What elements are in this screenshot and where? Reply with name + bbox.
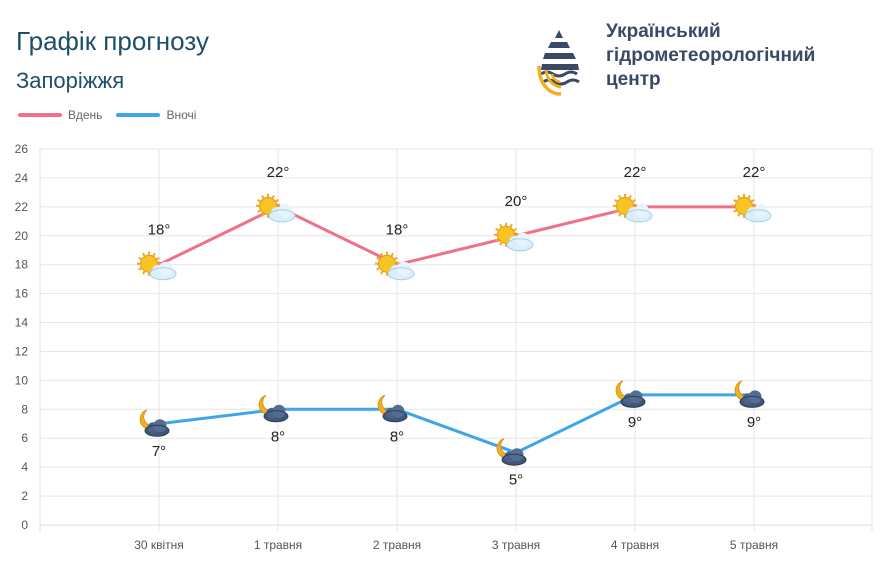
night-data-label: 9° xyxy=(628,414,642,431)
moon-cloud-icon xyxy=(496,438,527,466)
y-tick-label: 22 xyxy=(15,200,29,214)
legend-swatch-night xyxy=(116,113,161,117)
day-data-label: 18° xyxy=(386,222,409,239)
legend-label-day: Вдень xyxy=(68,108,103,122)
day-data-label: 22° xyxy=(743,164,766,181)
y-tick-label: 26 xyxy=(15,142,29,156)
night-data-label: 7° xyxy=(152,443,166,460)
sun-cloud-icon xyxy=(732,193,772,223)
legend-item-night[interactable]: Вночі xyxy=(116,108,196,122)
legend-label-night: Вночі xyxy=(166,108,197,122)
moon-cloud-icon xyxy=(734,380,765,408)
y-tick-label: 12 xyxy=(15,344,29,358)
x-tick-label: 1 травня xyxy=(254,538,302,552)
y-tick-label: 8 xyxy=(21,402,28,416)
legend-swatch-day xyxy=(18,113,62,117)
x-tick-label: 3 травня xyxy=(492,538,540,552)
chart-title: Графік прогнозу xyxy=(16,26,209,56)
y-tick-label: 16 xyxy=(15,287,29,301)
x-tick-label: 5 травня xyxy=(730,538,778,552)
night-series-line xyxy=(158,393,754,455)
org-name-line: центр xyxy=(606,69,661,90)
y-tick-label: 6 xyxy=(21,431,28,445)
legend-item-day[interactable]: Вдень xyxy=(18,108,102,122)
org-name: Український гідрометеорологічний центр xyxy=(606,20,815,92)
sun-cloud-icon xyxy=(137,251,177,281)
moon-cloud-icon xyxy=(377,394,408,423)
y-tick-label: 18 xyxy=(15,258,29,272)
sun-cloud-icon xyxy=(494,222,534,252)
org-name-line: гідрометеорологічний xyxy=(606,45,816,66)
sun-cloud-icon xyxy=(256,193,296,223)
night-data-label: 5° xyxy=(509,472,523,489)
y-tick-label: 0 xyxy=(21,518,28,532)
y-tick-label: 14 xyxy=(15,316,29,330)
night-data-label: 9° xyxy=(747,414,761,431)
day-data-label: 18° xyxy=(148,222,171,239)
x-tick-label: 30 квітня xyxy=(134,538,184,552)
sun-cloud-icon xyxy=(613,193,653,223)
moon-cloud-icon xyxy=(139,409,170,437)
night-data-label: 8° xyxy=(390,428,404,445)
day-series-line xyxy=(158,205,754,267)
night-data-label: 8° xyxy=(271,428,285,445)
org-name-line: Український xyxy=(606,21,721,42)
moon-cloud-icon xyxy=(258,394,289,423)
day-data-label: 22° xyxy=(624,164,647,181)
day-data-label: 22° xyxy=(267,164,290,181)
sun-cloud-icon xyxy=(375,251,415,281)
y-tick-label: 24 xyxy=(15,171,29,185)
y-tick-label: 4 xyxy=(21,460,28,474)
x-tick-label: 4 травня xyxy=(611,538,659,552)
y-tick-label: 10 xyxy=(15,373,29,387)
x-tick-label: 2 травня xyxy=(373,538,421,552)
y-tick-label: 20 xyxy=(15,229,29,243)
y-tick-label: 2 xyxy=(21,489,28,503)
legend: Вдень Вночі xyxy=(18,108,210,122)
city-name: Запоріжжя xyxy=(16,68,125,93)
ugc-logo-icon xyxy=(537,30,580,96)
day-data-label: 20° xyxy=(505,193,528,210)
moon-cloud-icon xyxy=(615,380,646,408)
